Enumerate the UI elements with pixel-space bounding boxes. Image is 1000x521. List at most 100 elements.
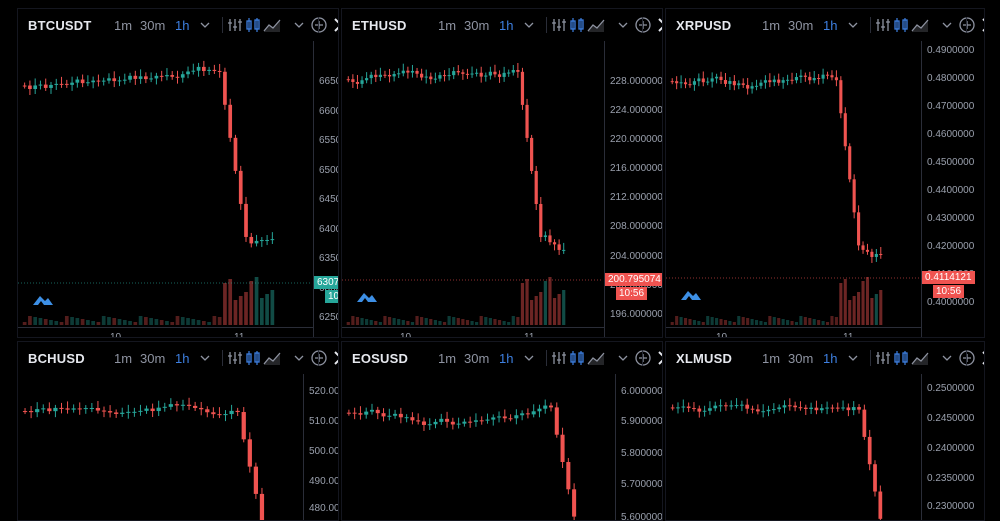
- arrow-right-icon[interactable]: [653, 349, 663, 367]
- symbol-label[interactable]: XLMUSD: [676, 351, 733, 366]
- candle: [421, 417, 426, 431]
- crosshair-add-icon[interactable]: [634, 349, 652, 367]
- volume-bar: [387, 317, 392, 325]
- chart-panel-eosusd[interactable]: EOSUSD 1m 30m 1h 6.000000 5.900000 5.800000 5.7…: [341, 341, 663, 521]
- timeframe-1m[interactable]: 1m: [762, 18, 781, 33]
- price-axis-line: [615, 374, 616, 520]
- symbol-label[interactable]: BTCUSDT: [28, 18, 92, 33]
- timeframe-1h[interactable]: 1h: [499, 351, 514, 366]
- chevron-down-icon[interactable]: [938, 16, 956, 34]
- crosshair-add-icon[interactable]: [958, 349, 976, 367]
- volume-bar: [128, 321, 132, 325]
- arrow-right-icon[interactable]: [977, 16, 985, 34]
- indicators-icon[interactable]: [550, 16, 568, 34]
- volume-bar: [497, 320, 502, 325]
- timeframe-1h[interactable]: 1h: [499, 18, 514, 33]
- candle: [381, 408, 386, 422]
- candlestick-plot[interactable]: [18, 9, 311, 338]
- chevron-down-icon[interactable]: [290, 16, 308, 34]
- chevron-down-icon[interactable]: [520, 16, 538, 34]
- candle: [212, 64, 217, 74]
- timeframe-1m[interactable]: 1m: [438, 351, 457, 366]
- timeframe-30m[interactable]: 30m: [140, 351, 166, 366]
- price-tick-label: 208.000000: [610, 221, 663, 232]
- candle: [174, 401, 180, 412]
- chevron-down-icon[interactable]: [614, 16, 632, 34]
- volume-bar: [728, 321, 732, 325]
- symbol-label[interactable]: EOSUSD: [352, 351, 409, 366]
- chevron-down-icon[interactable]: [614, 349, 632, 367]
- timeframe-1m[interactable]: 1m: [438, 18, 457, 33]
- arrow-right-icon[interactable]: [329, 349, 339, 367]
- indicators-icon[interactable]: [226, 349, 244, 367]
- volume-bar: [38, 318, 43, 325]
- arrow-right-icon[interactable]: [977, 349, 985, 367]
- candlestick-icon[interactable]: [244, 349, 262, 367]
- chart-panel-xlmusd[interactable]: XLMUSD 1m 30m 1h 0.2500000 0.2450000 0.2400000…: [665, 341, 985, 521]
- indicators-icon[interactable]: [874, 16, 892, 34]
- chevron-down-icon[interactable]: [844, 349, 862, 367]
- crosshair-add-icon[interactable]: [634, 16, 652, 34]
- volume-bar: [534, 296, 538, 325]
- candlestick-plot[interactable]: [666, 9, 919, 338]
- symbol-label[interactable]: ETHUSD: [352, 18, 407, 33]
- arrow-right-icon[interactable]: [329, 16, 339, 34]
- candlestick-icon[interactable]: [244, 16, 262, 34]
- candle: [445, 411, 450, 428]
- price-tick-label: 0.4600000: [927, 129, 975, 140]
- crosshair-add-icon[interactable]: [958, 16, 976, 34]
- timeframe-1m[interactable]: 1m: [762, 351, 781, 366]
- timeframe-30m[interactable]: 30m: [140, 18, 166, 33]
- chevron-down-icon[interactable]: [844, 16, 862, 34]
- chevron-down-icon[interactable]: [196, 349, 214, 367]
- candlestick-plot[interactable]: [666, 342, 919, 521]
- timeframe-1h[interactable]: 1h: [823, 18, 838, 33]
- toolbar-divider: [642, 17, 643, 33]
- timeframe-30m[interactable]: 30m: [788, 351, 814, 366]
- area-chart-icon[interactable]: [911, 16, 929, 34]
- timeframe-1m[interactable]: 1m: [114, 18, 133, 33]
- chevron-down-icon[interactable]: [290, 349, 308, 367]
- indicators-icon[interactable]: [226, 16, 244, 34]
- chart-panel-btcusdt[interactable]: BTCUSDT 1m 30m 1h 6650.00 6600.00 6550.00 6500.…: [17, 8, 339, 338]
- volume-bar: [80, 319, 85, 325]
- chevron-down-icon[interactable]: [196, 16, 214, 34]
- volume-bar: [768, 316, 772, 325]
- area-chart-icon[interactable]: [587, 349, 605, 367]
- area-chart-icon[interactable]: [911, 349, 929, 367]
- candlestick-plot[interactable]: [18, 342, 301, 521]
- chevron-down-icon[interactable]: [520, 349, 538, 367]
- symbol-label[interactable]: XRPUSD: [676, 18, 732, 33]
- timeframe-30m[interactable]: 30m: [464, 18, 490, 33]
- timeframe-30m[interactable]: 30m: [788, 18, 814, 33]
- crosshair-add-icon[interactable]: [310, 16, 328, 34]
- candle: [525, 98, 529, 142]
- timeframe-30m[interactable]: 30m: [464, 351, 490, 366]
- chart-panel-bchusd[interactable]: BCHUSD 1m 30m 1h 520.00 510.00 500.00 490.00 480…: [17, 341, 339, 521]
- candlestick-icon[interactable]: [568, 16, 586, 34]
- crosshair-add-icon[interactable]: [310, 349, 328, 367]
- candlestick-icon[interactable]: [568, 349, 586, 367]
- chevron-down-icon[interactable]: [938, 349, 956, 367]
- area-chart-icon[interactable]: [263, 16, 281, 34]
- chart-panel-xrpusd[interactable]: XRPUSD 1m 30m 1h 0.4900000 0.4800000 0.4700000…: [665, 8, 985, 338]
- chart-panel-ethusd[interactable]: ETHUSD 1m 30m 1h 228.000000 224.000000 220.000…: [341, 8, 663, 338]
- timeframe-1h[interactable]: 1h: [175, 351, 190, 366]
- timeframe-1h[interactable]: 1h: [823, 351, 838, 366]
- candlestick-icon[interactable]: [892, 349, 910, 367]
- indicators-icon[interactable]: [874, 349, 892, 367]
- timeframe-1m[interactable]: 1m: [114, 351, 133, 366]
- price-tick-label: 0.2500000: [927, 383, 975, 394]
- volume-bar: [511, 316, 515, 325]
- indicators-icon[interactable]: [550, 349, 568, 367]
- candlestick-plot[interactable]: [342, 342, 613, 521]
- candlestick-icon[interactable]: [892, 16, 910, 34]
- area-chart-icon[interactable]: [587, 16, 605, 34]
- area-chart-icon[interactable]: [263, 349, 281, 367]
- candle: [750, 405, 755, 414]
- candlestick-plot[interactable]: [342, 9, 602, 338]
- exchange-logo: [33, 296, 53, 305]
- symbol-label[interactable]: BCHUSD: [28, 351, 85, 366]
- timeframe-1h[interactable]: 1h: [175, 18, 190, 33]
- arrow-right-icon[interactable]: [653, 16, 663, 34]
